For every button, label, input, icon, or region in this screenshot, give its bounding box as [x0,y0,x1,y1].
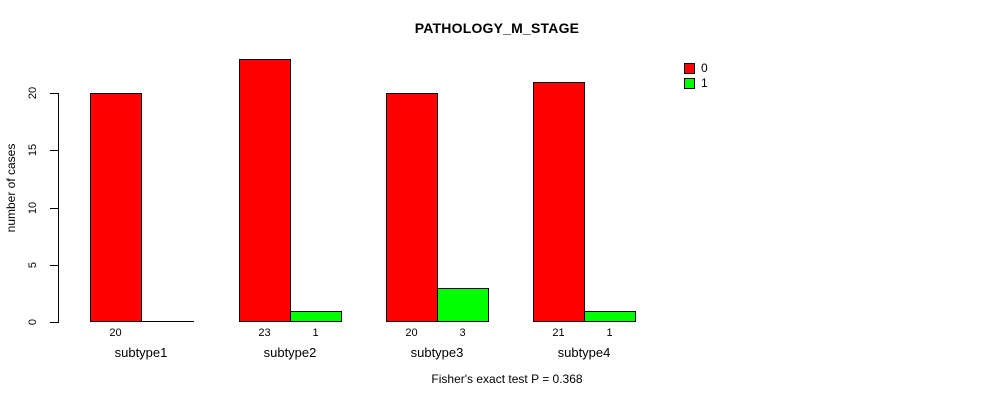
y-tick-label: 15 [27,143,39,157]
y-axis-tick [50,265,58,266]
bar-value-label: 23 [258,327,271,339]
legend-entry-label: 0 [701,61,708,75]
bar-series-0 [386,93,438,322]
bar-value-label: 20 [405,327,418,339]
y-tick-label: 0 [27,318,39,326]
legend-entry: 1 [684,76,708,90]
x-category-label: subtype4 [557,345,611,360]
bar-series-1 [290,311,342,322]
y-axis-tick [50,150,58,151]
stat-test-caption: Fisher's exact test P = 0.368 [431,372,583,386]
chart-title: PATHOLOGY_M_STAGE [414,20,580,36]
legend-entry: 0 [684,61,708,75]
y-tick-label: 10 [27,201,39,215]
y-axis-label: number of cases [4,143,18,233]
x-category-label: subtype3 [410,345,464,360]
x-category-label: subtype2 [263,345,317,360]
y-axis-line [58,93,59,323]
bar-series-0 [90,93,142,322]
y-tick-label: 5 [27,261,39,269]
bar-series-1 [437,288,489,322]
bar-series-0 [239,59,291,322]
bar-zero-baseline [141,321,194,322]
y-axis-tick [50,208,58,209]
x-category-label: subtype1 [114,345,168,360]
legend-swatch-icon [684,63,695,74]
y-tick-label: 20 [27,86,39,100]
legend-entry-label: 1 [701,76,708,90]
y-axis-tick [50,93,58,94]
bar-value-label: 20 [109,327,122,339]
bar-value-label: 3 [459,327,466,339]
legend-swatch-icon [684,78,695,89]
bar-series-0 [533,82,585,322]
bar-value-label: 1 [312,327,319,339]
bar-value-label: 1 [606,327,613,339]
bar-series-1 [584,311,636,322]
bar-value-label: 21 [552,327,565,339]
y-axis-tick [50,322,58,323]
